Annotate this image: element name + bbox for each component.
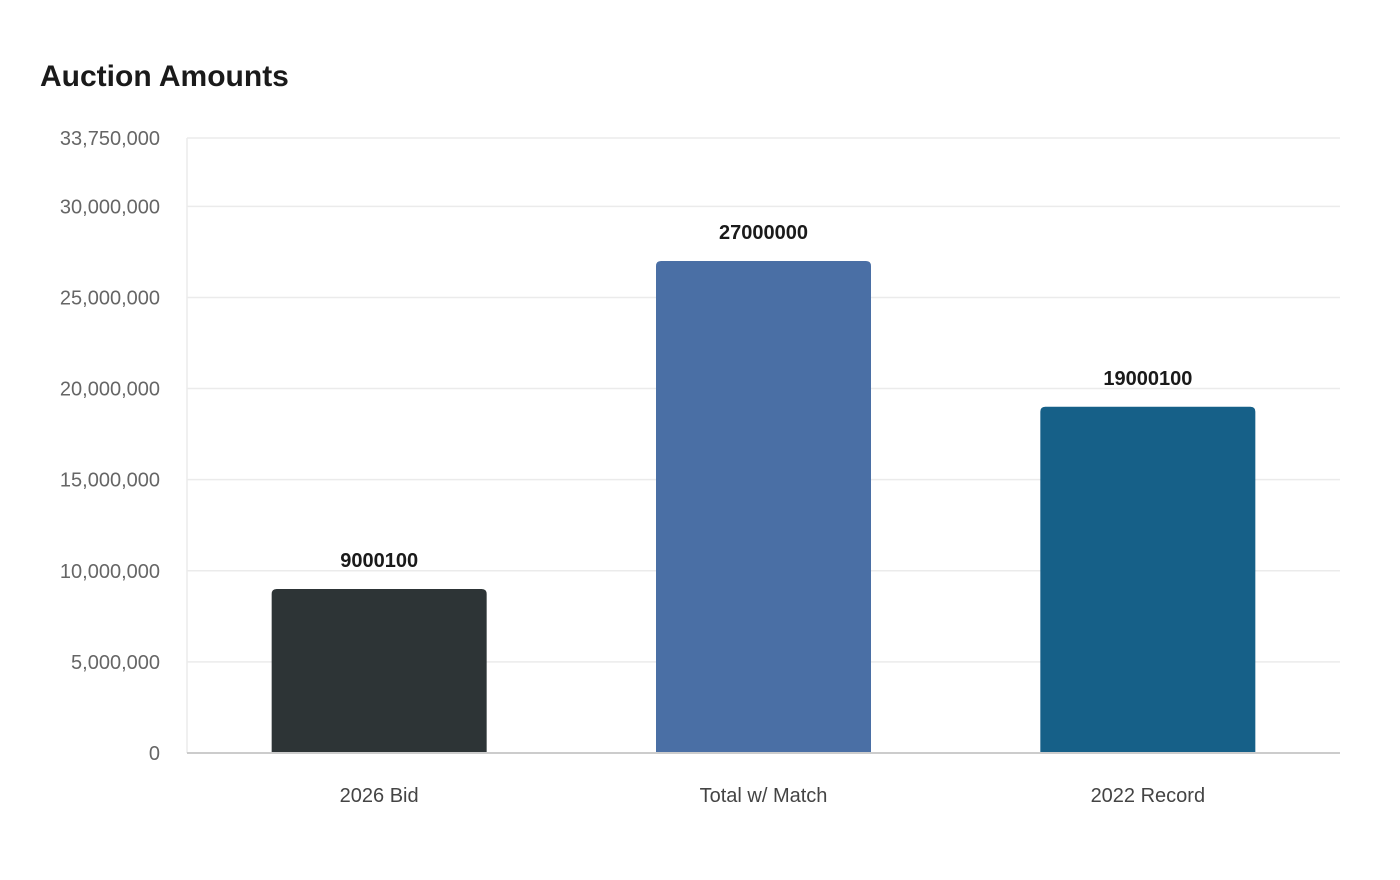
bar-value-label: 9000100 <box>340 550 418 572</box>
x-tick-label: 2022 Record <box>1091 785 1206 807</box>
bar-total-w-match <box>656 261 871 753</box>
x-tick-label: Total w/ Match <box>700 785 828 807</box>
bar-2026-bid <box>271 588 487 753</box>
y-tick-label: 15,000,000 <box>60 470 160 492</box>
y-tick-label: 20,000,000 <box>60 379 160 401</box>
y-tick-label: 25,000,000 <box>60 287 160 309</box>
y-tick-label: 0 <box>149 743 160 765</box>
chart-title: Auction Amounts <box>40 60 289 93</box>
y-tick-label: 30,000,000 <box>60 196 160 218</box>
bar-value-label: 27000000 <box>719 222 808 244</box>
y-tick-label: 10,000,000 <box>60 561 160 583</box>
bar-2022-record <box>1040 406 1256 753</box>
bar-value-label: 19000100 <box>1103 368 1192 390</box>
y-tick-label: 5,000,000 <box>71 652 160 674</box>
x-tick-label: 2026 Bid <box>340 785 419 807</box>
y-tick-label: 33,750,000 <box>60 128 160 150</box>
